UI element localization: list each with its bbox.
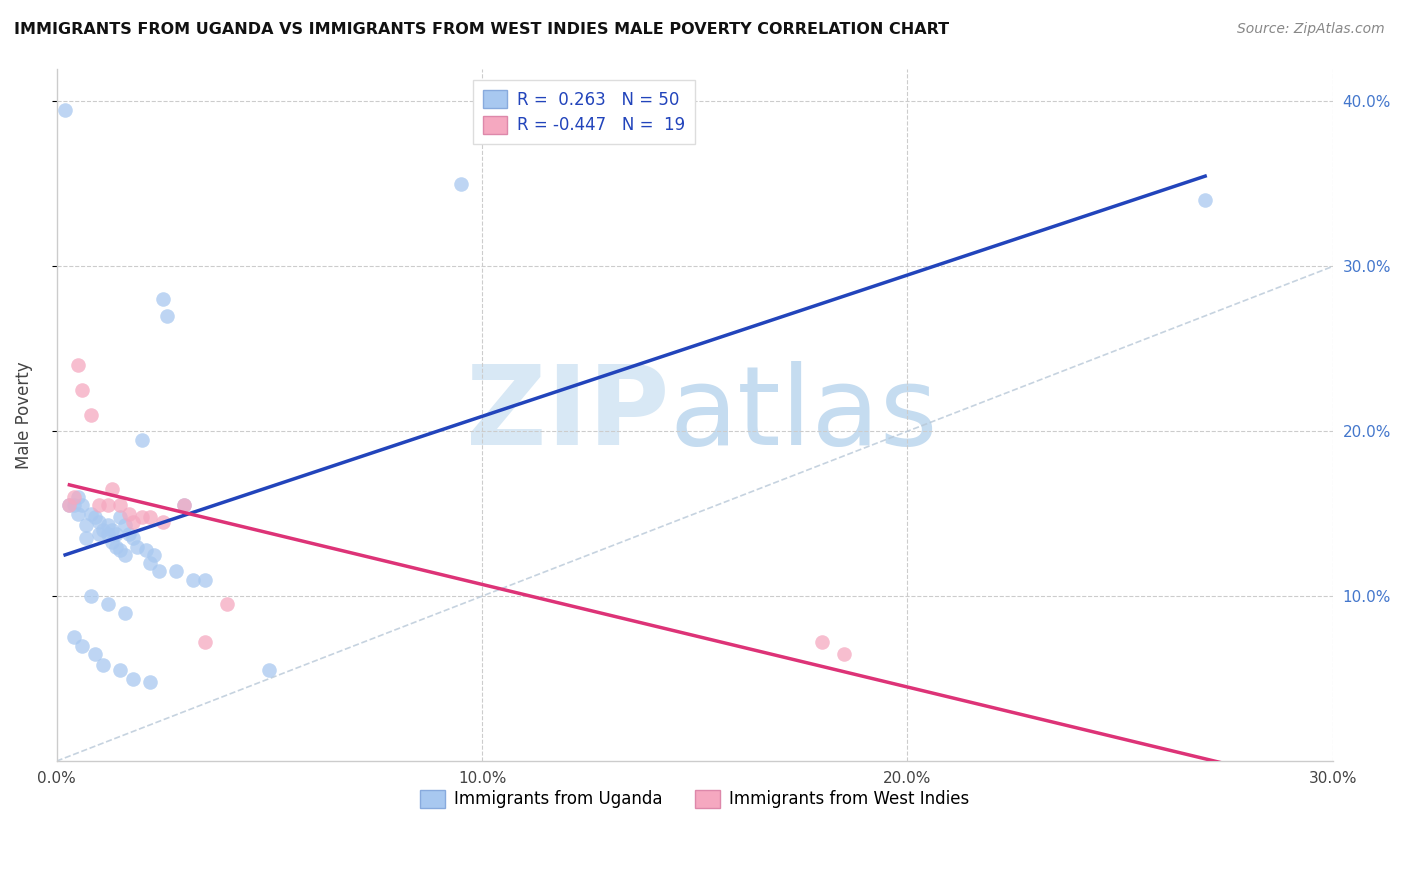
Point [70,639,93,653]
Point [97,499,120,513]
Point [114,518,136,533]
Point [122,672,145,686]
Point [110,664,132,678]
Point [75,518,97,533]
Point [93,658,115,673]
Point [811,635,834,649]
Point [105,540,128,554]
Point [62,499,84,513]
Point [70,383,93,397]
Point [66,359,89,373]
Point [75,532,97,546]
Point [114,548,136,562]
Point [89,526,111,541]
Point [156,309,179,323]
Text: ZIP: ZIP [465,361,669,468]
Point [110,510,132,524]
Point [139,510,162,524]
Point [194,573,217,587]
Point [181,573,204,587]
Point [97,598,120,612]
Point [139,674,162,689]
Point [1194,194,1216,208]
Point [118,526,141,541]
Point [66,490,89,504]
Point [194,635,217,649]
Point [131,433,153,447]
Point [122,515,145,529]
Point [70,499,93,513]
Point [53,103,76,117]
Y-axis label: Male Poverty: Male Poverty [15,361,32,468]
Point [135,543,157,558]
Point [58,499,80,513]
Point [97,518,120,533]
Text: atlas: atlas [669,361,938,468]
Point [127,540,149,554]
Text: IMMIGRANTS FROM UGANDA VS IMMIGRANTS FROM WEST INDIES MALE POVERTY CORRELATION C: IMMIGRANTS FROM UGANDA VS IMMIGRANTS FRO… [14,22,949,37]
Point [131,510,153,524]
Point [215,598,238,612]
Point [83,647,105,661]
Point [152,293,174,307]
Point [118,507,141,521]
Point [97,526,120,541]
Point [101,523,124,537]
Point [101,482,124,496]
Point [450,177,472,191]
Point [165,565,187,579]
Point [101,534,124,549]
Legend: Immigrants from Uganda, Immigrants from West Indies: Immigrants from Uganda, Immigrants from … [413,783,976,815]
Point [62,631,84,645]
Point [58,499,80,513]
Point [89,499,111,513]
Point [79,408,101,422]
Point [110,499,132,513]
Point [122,532,145,546]
Point [148,565,170,579]
Point [110,543,132,558]
Point [173,499,195,513]
Point [152,515,174,529]
Point [93,523,115,537]
Point [139,556,162,570]
Point [143,548,166,562]
Point [79,589,101,603]
Point [79,507,101,521]
Point [259,664,281,678]
Point [105,526,128,541]
Text: Source: ZipAtlas.com: Source: ZipAtlas.com [1237,22,1385,37]
Point [62,490,84,504]
Point [66,507,89,521]
Point [89,515,111,529]
Point [114,606,136,620]
Point [83,510,105,524]
Point [832,647,855,661]
Point [173,499,195,513]
